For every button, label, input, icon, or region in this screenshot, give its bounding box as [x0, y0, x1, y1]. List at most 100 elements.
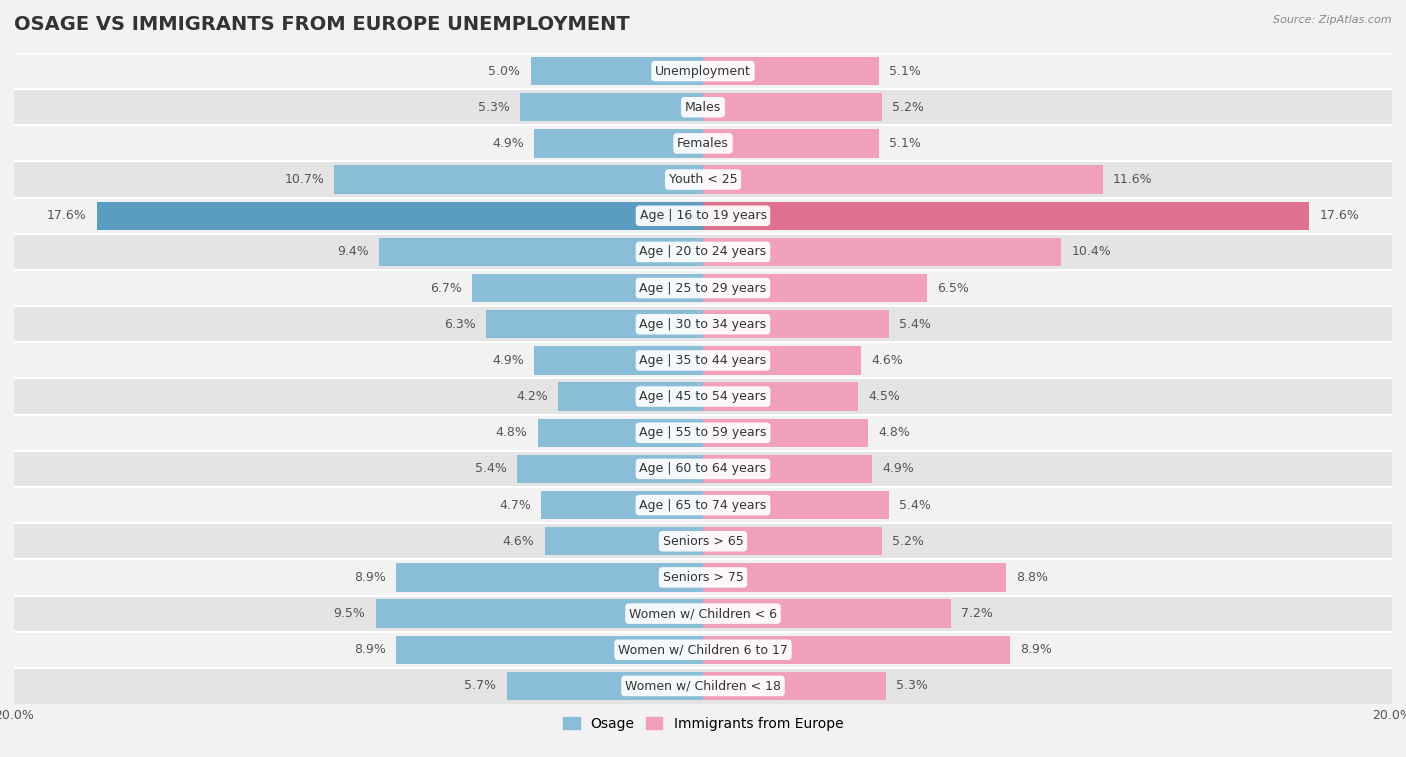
Bar	[14, 559, 1392, 596]
Text: 7.2%: 7.2%	[962, 607, 993, 620]
Bar	[506, 671, 703, 700]
Text: 5.2%: 5.2%	[893, 101, 924, 114]
Bar	[14, 342, 1392, 378]
Bar	[703, 274, 927, 302]
Bar	[703, 636, 1010, 664]
Bar	[14, 306, 1392, 342]
Text: 5.1%: 5.1%	[889, 64, 921, 77]
Bar	[703, 201, 1309, 230]
Bar	[520, 93, 703, 121]
Text: 9.5%: 9.5%	[333, 607, 366, 620]
Bar	[472, 274, 703, 302]
Bar	[703, 238, 1062, 266]
Bar	[380, 238, 703, 266]
Text: 5.4%: 5.4%	[900, 318, 931, 331]
Text: Age | 20 to 24 years: Age | 20 to 24 years	[640, 245, 766, 258]
Bar	[486, 310, 703, 338]
Bar	[703, 455, 872, 483]
Bar	[14, 198, 1392, 234]
Bar	[703, 93, 882, 121]
Bar	[14, 523, 1392, 559]
Text: Females: Females	[678, 137, 728, 150]
Text: 8.9%: 8.9%	[1019, 643, 1052, 656]
Bar	[14, 161, 1392, 198]
Text: Unemployment: Unemployment	[655, 64, 751, 77]
Bar	[517, 455, 703, 483]
Bar	[14, 89, 1392, 126]
Text: 4.6%: 4.6%	[872, 354, 904, 367]
Text: 17.6%: 17.6%	[46, 209, 86, 223]
Text: 8.9%: 8.9%	[354, 643, 387, 656]
Text: OSAGE VS IMMIGRANTS FROM EUROPE UNEMPLOYMENT: OSAGE VS IMMIGRANTS FROM EUROPE UNEMPLOY…	[14, 15, 630, 34]
Text: 4.6%: 4.6%	[502, 534, 534, 548]
Text: Age | 65 to 74 years: Age | 65 to 74 years	[640, 499, 766, 512]
Bar	[14, 378, 1392, 415]
Bar	[534, 346, 703, 375]
Legend: Osage, Immigrants from Europe: Osage, Immigrants from Europe	[557, 711, 849, 736]
Text: 4.7%: 4.7%	[499, 499, 531, 512]
Bar	[703, 419, 869, 447]
Text: 11.6%: 11.6%	[1114, 173, 1153, 186]
Text: Seniors > 75: Seniors > 75	[662, 571, 744, 584]
Bar	[531, 57, 703, 86]
Bar	[703, 129, 879, 157]
Bar	[703, 563, 1007, 591]
Text: Age | 35 to 44 years: Age | 35 to 44 years	[640, 354, 766, 367]
Text: 4.8%: 4.8%	[879, 426, 911, 439]
Text: 10.7%: 10.7%	[284, 173, 323, 186]
Text: 9.4%: 9.4%	[337, 245, 368, 258]
Text: Seniors > 65: Seniors > 65	[662, 534, 744, 548]
Text: 5.4%: 5.4%	[900, 499, 931, 512]
Text: 4.9%: 4.9%	[492, 137, 524, 150]
Text: Youth < 25: Youth < 25	[669, 173, 737, 186]
Bar	[14, 596, 1392, 631]
Bar	[703, 527, 882, 556]
Bar	[541, 491, 703, 519]
Text: 4.9%: 4.9%	[492, 354, 524, 367]
Bar	[14, 631, 1392, 668]
Text: 6.3%: 6.3%	[444, 318, 475, 331]
Bar	[396, 563, 703, 591]
Text: Age | 45 to 54 years: Age | 45 to 54 years	[640, 390, 766, 403]
Bar	[703, 600, 950, 628]
Text: 8.9%: 8.9%	[354, 571, 387, 584]
Text: 10.4%: 10.4%	[1071, 245, 1111, 258]
Text: 6.5%: 6.5%	[938, 282, 969, 294]
Text: Age | 30 to 34 years: Age | 30 to 34 years	[640, 318, 766, 331]
Bar	[703, 491, 889, 519]
Bar	[703, 310, 889, 338]
Text: 4.9%: 4.9%	[882, 463, 914, 475]
Text: 17.6%: 17.6%	[1320, 209, 1360, 223]
Bar	[97, 201, 703, 230]
Bar	[396, 636, 703, 664]
Text: Age | 60 to 64 years: Age | 60 to 64 years	[640, 463, 766, 475]
Text: 5.1%: 5.1%	[889, 137, 921, 150]
Bar	[14, 53, 1392, 89]
Text: 5.7%: 5.7%	[464, 680, 496, 693]
Bar	[703, 57, 879, 86]
Text: Age | 25 to 29 years: Age | 25 to 29 years	[640, 282, 766, 294]
Bar	[544, 527, 703, 556]
Text: Women w/ Children 6 to 17: Women w/ Children 6 to 17	[619, 643, 787, 656]
Text: 4.8%: 4.8%	[495, 426, 527, 439]
Text: 8.8%: 8.8%	[1017, 571, 1049, 584]
Bar	[14, 451, 1392, 487]
Bar	[703, 382, 858, 411]
Bar	[703, 346, 862, 375]
Text: Source: ZipAtlas.com: Source: ZipAtlas.com	[1274, 15, 1392, 25]
Text: 4.2%: 4.2%	[516, 390, 548, 403]
Bar	[537, 419, 703, 447]
Text: Women w/ Children < 6: Women w/ Children < 6	[628, 607, 778, 620]
Bar	[14, 668, 1392, 704]
Text: 5.4%: 5.4%	[475, 463, 506, 475]
Bar	[14, 126, 1392, 161]
Text: Age | 16 to 19 years: Age | 16 to 19 years	[640, 209, 766, 223]
Bar	[14, 415, 1392, 451]
Bar	[375, 600, 703, 628]
Text: Women w/ Children < 18: Women w/ Children < 18	[626, 680, 780, 693]
Text: 5.3%: 5.3%	[896, 680, 928, 693]
Text: 5.0%: 5.0%	[488, 64, 520, 77]
Text: 6.7%: 6.7%	[430, 282, 461, 294]
Bar	[14, 270, 1392, 306]
Bar	[14, 234, 1392, 270]
